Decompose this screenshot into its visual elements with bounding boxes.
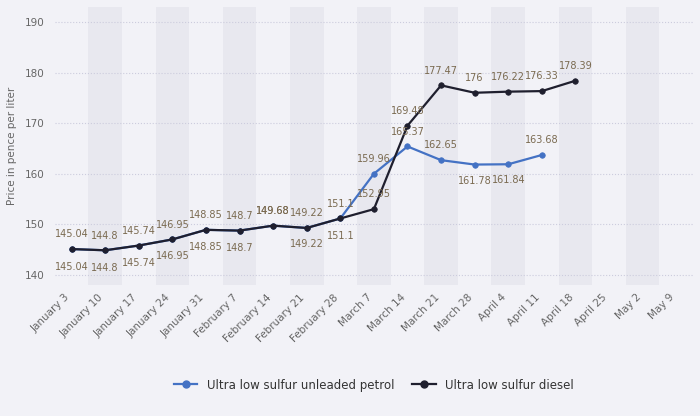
- Text: 178.39: 178.39: [559, 61, 592, 71]
- Bar: [525, 7, 559, 285]
- Text: 162.65: 162.65: [424, 141, 458, 151]
- Line: Ultra low sulfur diesel: Ultra low sulfur diesel: [69, 78, 578, 253]
- Ultra low sulfur diesel: [336, 216, 344, 221]
- Bar: [592, 7, 626, 285]
- Ultra low sulfur unleaded petrol: [235, 228, 244, 233]
- Ultra low sulfur diesel: [202, 227, 210, 232]
- Text: 149.68: 149.68: [256, 206, 290, 216]
- Ultra low sulfur unleaded petrol: [370, 171, 378, 176]
- Bar: [122, 7, 155, 285]
- Text: 145.74: 145.74: [122, 258, 155, 268]
- Ultra low sulfur diesel: [370, 207, 378, 212]
- Ultra low sulfur diesel: [302, 225, 311, 230]
- Text: 161.78: 161.78: [458, 176, 491, 186]
- Bar: [424, 7, 458, 285]
- Text: 149.68: 149.68: [256, 206, 290, 216]
- Bar: [559, 7, 592, 285]
- Ultra low sulfur unleaded petrol: [168, 237, 176, 242]
- Text: 177.47: 177.47: [424, 66, 458, 76]
- Ultra low sulfur diesel: [269, 223, 277, 228]
- Bar: [391, 7, 424, 285]
- Text: 176.22: 176.22: [491, 72, 525, 82]
- Ultra low sulfur unleaded petrol: [269, 223, 277, 228]
- Bar: [290, 7, 323, 285]
- Ultra low sulfur unleaded petrol: [202, 227, 210, 232]
- Bar: [357, 7, 391, 285]
- Ultra low sulfur unleaded petrol: [67, 247, 76, 252]
- Ultra low sulfur diesel: [470, 90, 479, 95]
- Legend: Ultra low sulfur unleaded petrol, Ultra low sulfur diesel: Ultra low sulfur unleaded petrol, Ultra …: [169, 374, 579, 396]
- Text: 145.04: 145.04: [55, 229, 88, 239]
- Text: 148.85: 148.85: [189, 243, 223, 253]
- Text: 149.22: 149.22: [290, 208, 323, 218]
- Bar: [256, 7, 290, 285]
- Text: 144.8: 144.8: [92, 230, 119, 240]
- Ultra low sulfur diesel: [538, 89, 546, 94]
- Ultra low sulfur diesel: [168, 237, 176, 242]
- Text: 148.7: 148.7: [225, 211, 253, 221]
- Bar: [189, 7, 223, 285]
- Bar: [659, 7, 693, 285]
- Ultra low sulfur diesel: [504, 89, 512, 94]
- Text: 146.95: 146.95: [155, 250, 189, 260]
- Bar: [155, 7, 189, 285]
- Text: 169.48: 169.48: [391, 106, 424, 116]
- Bar: [88, 7, 122, 285]
- Bar: [491, 7, 525, 285]
- Bar: [458, 7, 491, 285]
- Text: 163.68: 163.68: [525, 135, 559, 145]
- Text: 165.37: 165.37: [391, 127, 424, 137]
- Bar: [323, 7, 357, 285]
- Text: 159.96: 159.96: [357, 154, 391, 164]
- Ultra low sulfur diesel: [437, 83, 445, 88]
- Ultra low sulfur unleaded petrol: [101, 248, 109, 253]
- Ultra low sulfur diesel: [134, 243, 143, 248]
- Ultra low sulfur unleaded petrol: [336, 216, 344, 221]
- Ultra low sulfur diesel: [101, 248, 109, 253]
- Ultra low sulfur unleaded petrol: [538, 153, 546, 158]
- Ultra low sulfur unleaded petrol: [504, 162, 512, 167]
- Text: 176: 176: [466, 73, 484, 83]
- Ultra low sulfur diesel: [67, 247, 76, 252]
- Text: 151.1: 151.1: [326, 231, 354, 241]
- Text: 149.22: 149.22: [290, 239, 323, 249]
- Text: 148.7: 148.7: [225, 243, 253, 253]
- Bar: [55, 7, 88, 285]
- Text: 176.33: 176.33: [525, 72, 559, 82]
- Text: 161.84: 161.84: [491, 176, 525, 186]
- Text: 151.1: 151.1: [326, 199, 354, 209]
- Ultra low sulfur unleaded petrol: [470, 162, 479, 167]
- Ultra low sulfur diesel: [571, 78, 580, 83]
- Ultra low sulfur diesel: [403, 123, 412, 128]
- Bar: [223, 7, 256, 285]
- Ultra low sulfur unleaded petrol: [403, 144, 412, 149]
- Ultra low sulfur unleaded petrol: [302, 225, 311, 230]
- Bar: [626, 7, 659, 285]
- Ultra low sulfur diesel: [235, 228, 244, 233]
- Text: 145.74: 145.74: [122, 226, 155, 236]
- Y-axis label: Price in pence per liter: Price in pence per liter: [7, 87, 17, 205]
- Line: Ultra low sulfur unleaded petrol: Ultra low sulfur unleaded petrol: [69, 144, 545, 253]
- Ultra low sulfur unleaded petrol: [437, 158, 445, 163]
- Text: 148.85: 148.85: [189, 210, 223, 220]
- Text: 152.95: 152.95: [357, 189, 391, 199]
- Text: 144.8: 144.8: [92, 263, 119, 273]
- Text: 146.95: 146.95: [155, 220, 189, 230]
- Text: 145.04: 145.04: [55, 262, 88, 272]
- Ultra low sulfur unleaded petrol: [134, 243, 143, 248]
